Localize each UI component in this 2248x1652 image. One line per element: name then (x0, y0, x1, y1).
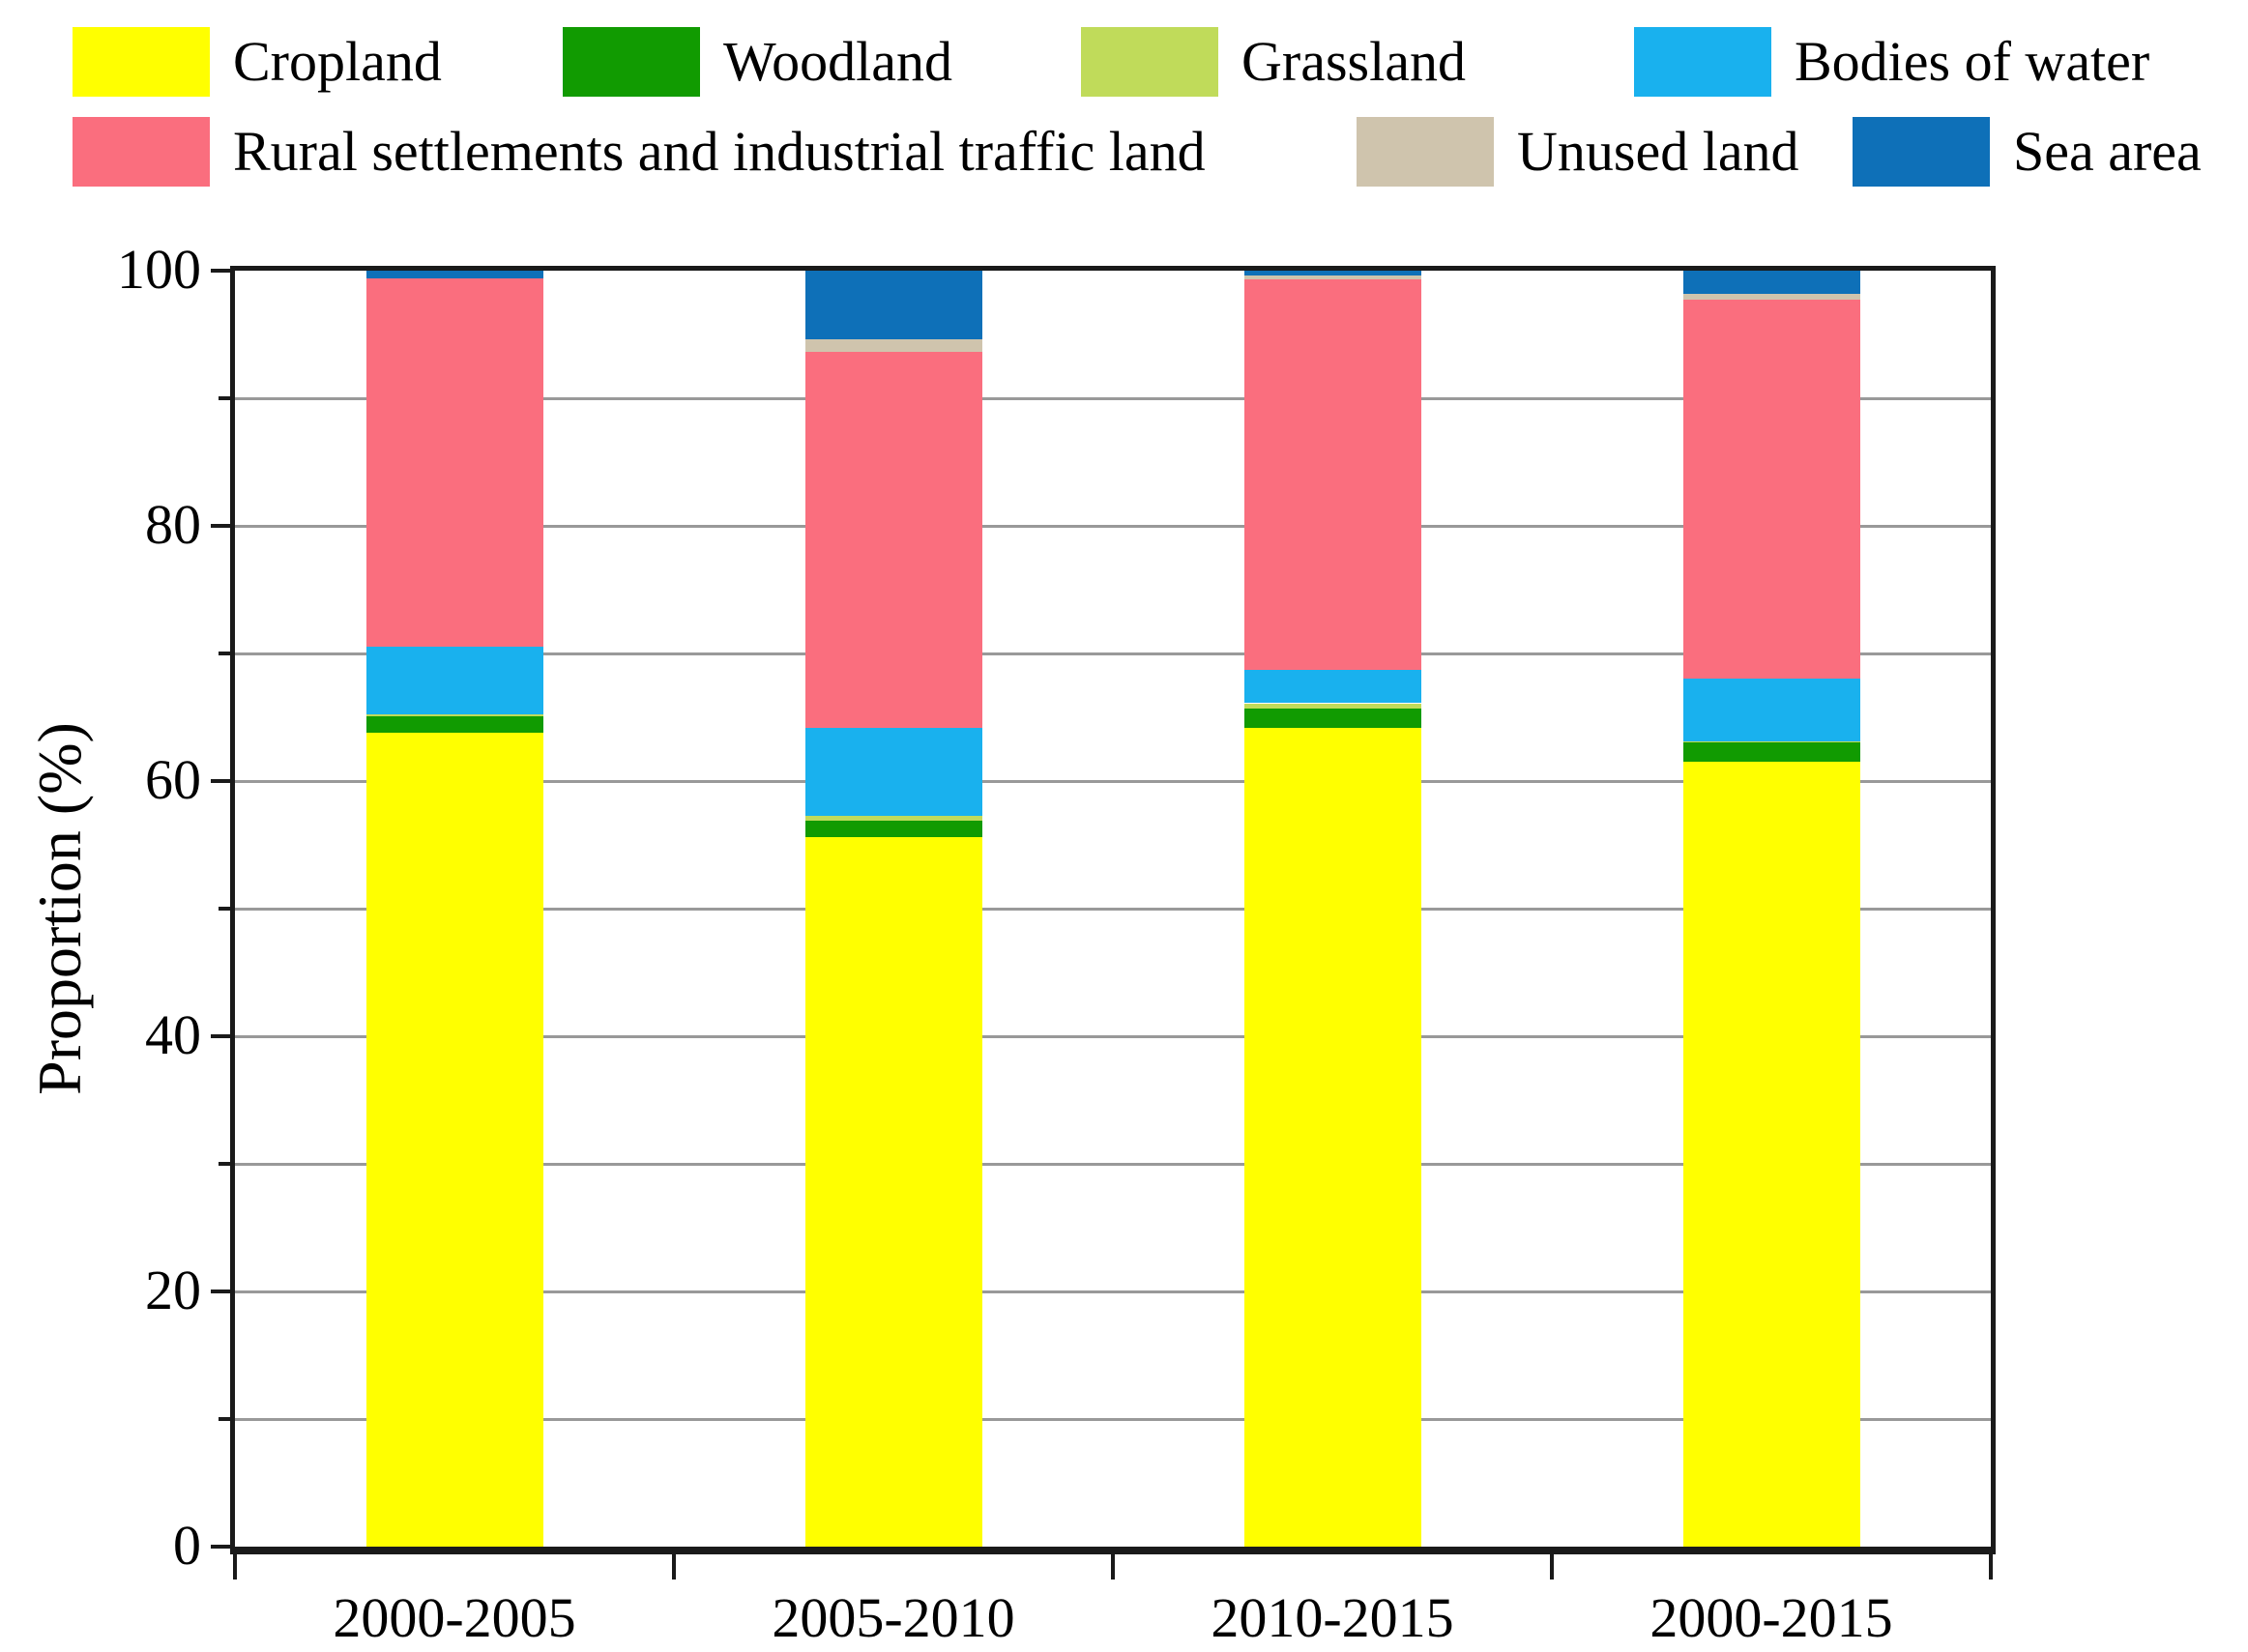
y-tick-70 (219, 652, 230, 655)
y-tick-20 (211, 1290, 230, 1293)
bar-2005-2010-segment-unused-land[interactable] (804, 339, 982, 353)
legend-label-rural-settlements-and-industrial-traffic-land: Rural settlements and industrial traffic… (233, 120, 1206, 183)
plot-area (230, 266, 1996, 1554)
y-tick-60 (211, 779, 230, 783)
bar-2000-2015[interactable] (1682, 271, 1860, 1547)
y-tick-label-40: 40 (145, 1003, 201, 1066)
bar-2010-2015-segment-bodies-of-water[interactable] (1243, 670, 1421, 704)
gridline-20 (235, 1290, 1991, 1293)
bar-2005-2010-segment-grassland[interactable] (804, 815, 982, 821)
legend-item-sea-area: Sea area (1853, 117, 2202, 187)
bar-2000-2015-segment-bodies-of-water[interactable] (1682, 679, 1860, 742)
legend-swatch-cropland (73, 27, 210, 97)
y-tick-90 (219, 396, 230, 400)
legend: Cropland Woodland Grassland Bodies of water… (0, 0, 2248, 203)
y-tick-50 (219, 907, 230, 911)
bar-2000-2015-segment-grassland[interactable] (1682, 741, 1860, 743)
y-tick-100 (211, 269, 230, 273)
x-tick-label-2000-2005: 2000-2005 (333, 1586, 576, 1649)
bar-2000-2005-segment-grassland[interactable] (365, 714, 543, 716)
legend-item-rural-settlements-and-industrial-traffic-land: Rural settlements and industrial traffic… (73, 117, 1206, 187)
bar-2000-2015-segment-rural-settlements-and-industrial-traffic-land[interactable] (1682, 300, 1860, 680)
y-tick-80 (211, 524, 230, 528)
legend-swatch-bodies-of-water (1634, 27, 1771, 97)
gridline-70 (235, 652, 1991, 655)
legend-label-bodies-of-water: Bodies of water (1795, 30, 2150, 93)
bar-2010-2015-segment-unused-land[interactable] (1243, 275, 1421, 280)
x-tick-label-2005-2010: 2005-2010 (772, 1586, 1015, 1649)
y-tick-0 (211, 1545, 230, 1549)
bar-2005-2010-segment-sea-area[interactable] (804, 271, 982, 340)
bar-2010-2015-segment-sea-area[interactable] (1243, 271, 1421, 276)
y-tick-label-80: 80 (145, 493, 201, 556)
gridline-30 (235, 1162, 1991, 1166)
legend-label-sea-area: Sea area (2013, 120, 2202, 183)
bar-2000-2005-segment-cropland[interactable] (365, 732, 543, 1547)
gridline-10 (235, 1417, 1991, 1421)
legend-swatch-rural-settlements-and-industrial-traffic-land (73, 117, 210, 187)
legend-item-bodies-of-water: Bodies of water (1634, 27, 2149, 97)
x-tick-1 (672, 1554, 676, 1580)
bar-2000-2005-segment-rural-settlements-and-industrial-traffic-land[interactable] (365, 277, 543, 648)
legend-item-grassland: Grassland (1081, 27, 1466, 97)
bar-2000-2005-segment-bodies-of-water[interactable] (365, 647, 543, 715)
bar-2005-2010[interactable] (804, 271, 982, 1547)
bar-2000-2015-segment-unused-land[interactable] (1682, 293, 1860, 301)
legend-swatch-unused-land (1357, 117, 1494, 187)
bar-2010-2015[interactable] (1243, 271, 1421, 1547)
bar-2005-2010-segment-woodland[interactable] (804, 820, 982, 838)
bar-2000-2015-segment-sea-area[interactable] (1682, 271, 1860, 294)
gridline-50 (235, 907, 1991, 911)
y-tick-label-60: 60 (145, 748, 201, 811)
bar-2000-2015-segment-cropland[interactable] (1682, 762, 1860, 1547)
bar-2005-2010-segment-bodies-of-water[interactable] (804, 727, 982, 816)
gridline-80 (235, 524, 1991, 528)
legend-label-woodland: Woodland (723, 30, 952, 93)
y-tick-30 (219, 1162, 230, 1166)
x-tick-4 (1989, 1554, 1993, 1580)
bar-2000-2015-segment-woodland[interactable] (1682, 742, 1860, 763)
gridline-40 (235, 1034, 1991, 1038)
x-tick-0 (233, 1554, 237, 1580)
legend-label-cropland: Cropland (233, 30, 442, 93)
y-tick-label-20: 20 (145, 1259, 201, 1321)
y-tick-40 (211, 1034, 230, 1038)
bar-2010-2015-segment-rural-settlements-and-industrial-traffic-land[interactable] (1243, 279, 1421, 671)
x-tick-3 (1550, 1554, 1554, 1580)
bar-2010-2015-segment-woodland[interactable] (1243, 708, 1421, 728)
bar-2005-2010-segment-cropland[interactable] (804, 837, 982, 1547)
bar-2005-2010-segment-rural-settlements-and-industrial-traffic-land[interactable] (804, 352, 982, 728)
legend-swatch-sea-area (1853, 117, 1990, 187)
legend-item-woodland: Woodland (563, 27, 952, 97)
legend-label-unused-land: Unused land (1517, 120, 1799, 183)
x-tick-label-2010-2015: 2010-2015 (1211, 1586, 1454, 1649)
bar-2010-2015-segment-grassland[interactable] (1243, 703, 1421, 709)
y-tick-label-0: 0 (173, 1514, 201, 1577)
y-tick-label-100: 100 (117, 238, 201, 301)
bar-2000-2005-segment-woodland[interactable] (365, 715, 543, 733)
gridline-90 (235, 396, 1991, 400)
bar-2000-2005-segment-sea-area[interactable] (365, 271, 543, 278)
y-tick-10 (219, 1417, 230, 1421)
legend-swatch-woodland (563, 27, 700, 97)
x-tick-2 (1111, 1554, 1115, 1580)
legend-swatch-grassland (1081, 27, 1218, 97)
x-tick-label-2000-2015: 2000-2015 (1650, 1586, 1893, 1649)
legend-item-cropland: Cropland (73, 27, 442, 97)
legend-label-grassland: Grassland (1241, 30, 1466, 93)
legend-item-unused-land: Unused land (1357, 117, 1799, 187)
gridline-60 (235, 779, 1991, 783)
bar-2000-2005[interactable] (365, 271, 543, 1547)
bar-2010-2015-segment-cropland[interactable] (1243, 727, 1421, 1547)
